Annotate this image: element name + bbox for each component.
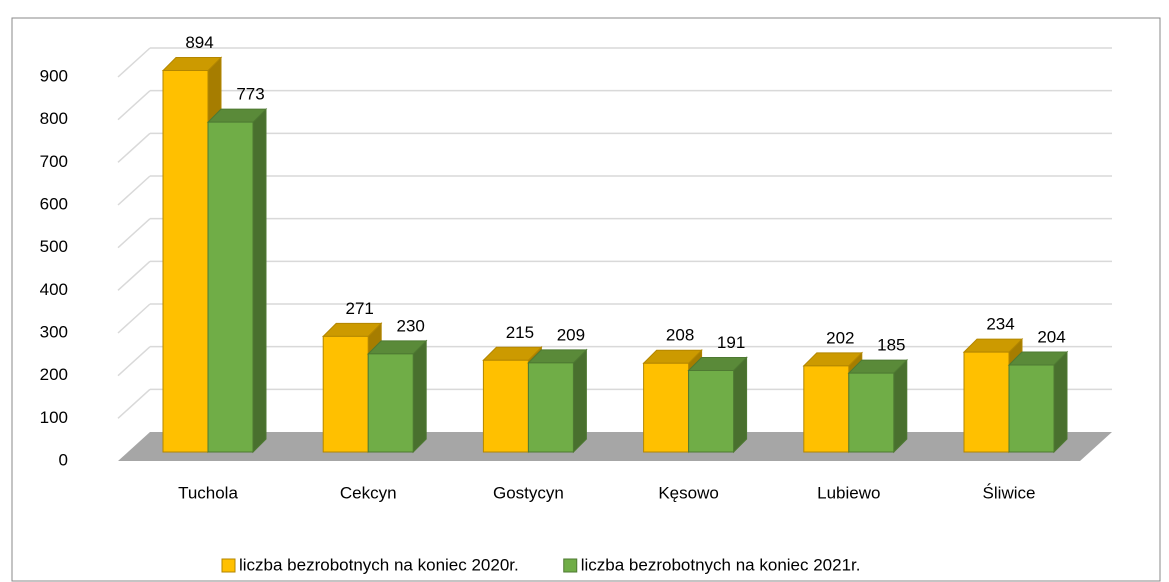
bar	[847, 358, 909, 454]
y-tick-label: 500	[40, 237, 68, 256]
legend-swatch	[221, 558, 236, 573]
data-label: 204	[1037, 327, 1065, 346]
legend-label: liczba bezrobotnych na koniec 2020r.	[239, 555, 519, 574]
legend-label: liczba bezrobotnych na koniec 2021r.	[581, 555, 861, 574]
grid-line	[117, 388, 151, 419]
data-label: 185	[877, 336, 905, 355]
data-label: 209	[557, 325, 585, 344]
grid-line	[117, 303, 151, 334]
data-label: 773	[236, 85, 264, 104]
x-tick-label: Cekcyn	[340, 483, 397, 502]
bar-face	[572, 348, 587, 454]
bar-face	[643, 362, 690, 453]
grid-line	[117, 346, 151, 377]
bar-face	[527, 362, 574, 453]
floor	[118, 432, 1112, 461]
x-tick-label: Gostycyn	[493, 483, 564, 502]
data-label: 215	[506, 323, 534, 342]
x-tick-label: Śliwice	[983, 483, 1036, 502]
bar-face	[412, 339, 427, 454]
x-tick-label: Lubiewo	[817, 483, 880, 502]
bar	[206, 107, 268, 454]
y-tick-label: 800	[40, 109, 68, 128]
bar	[687, 356, 748, 454]
grid-line	[117, 260, 151, 291]
bar-face	[733, 356, 748, 454]
bar-face	[688, 370, 735, 453]
bar	[1007, 350, 1069, 454]
bar-face	[1008, 364, 1055, 453]
bar-face	[367, 353, 414, 453]
bar-face	[482, 359, 529, 453]
y-tick-label: 700	[40, 152, 68, 171]
bar-face	[893, 358, 908, 454]
x-tick-label: Tuchola	[178, 483, 238, 502]
y-tick-label: 900	[40, 66, 68, 85]
bar-face	[252, 107, 267, 454]
data-label: 894	[185, 33, 213, 52]
bar-face	[848, 372, 895, 453]
bar-face	[322, 335, 369, 453]
data-label: 202	[826, 328, 854, 347]
grid-line	[117, 218, 151, 249]
grid-line	[117, 175, 151, 206]
y-tick-label: 600	[40, 194, 68, 213]
data-label: 191	[717, 333, 745, 352]
legend-swatch	[563, 558, 578, 573]
bar-face	[963, 351, 1010, 453]
bar	[527, 348, 588, 454]
y-tick-label: 400	[40, 280, 68, 299]
grid-line	[117, 132, 151, 163]
bar-face	[207, 121, 254, 453]
grid-line	[117, 47, 151, 78]
bar	[366, 339, 428, 454]
y-tick-label: 100	[40, 408, 68, 427]
bar-face	[1053, 350, 1068, 454]
bar-face	[803, 365, 850, 453]
data-label: 208	[666, 326, 694, 345]
data-label: 234	[986, 315, 1014, 334]
y-tick-label: 200	[40, 365, 68, 384]
grid-line	[117, 90, 151, 121]
y-tick-label: 300	[40, 322, 68, 341]
bar-face	[162, 70, 209, 453]
data-label: 230	[397, 316, 425, 335]
y-tick-label: 0	[59, 450, 68, 469]
x-tick-label: Kęsowo	[658, 483, 718, 502]
data-label: 271	[346, 299, 374, 318]
